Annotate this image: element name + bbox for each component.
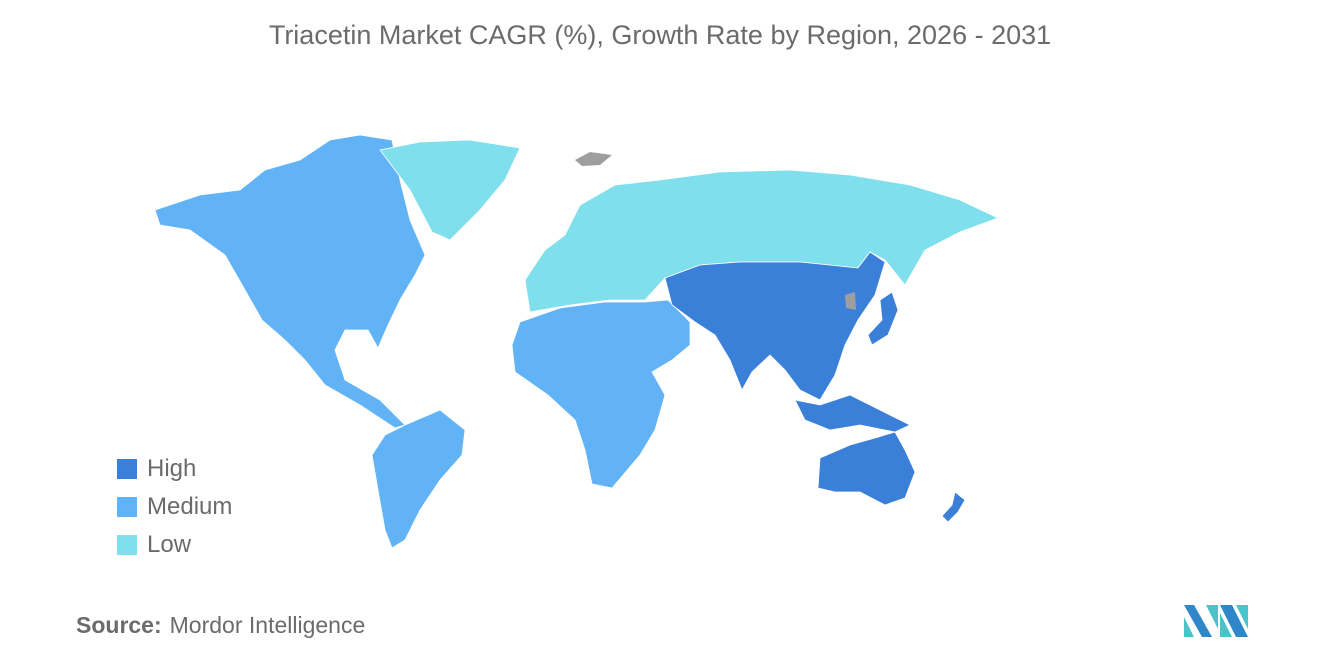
region-svalbard-no-data bbox=[575, 152, 612, 166]
region-southeast-asia-islands bbox=[794, 394, 911, 433]
region-greenland bbox=[379, 139, 521, 241]
mordor-intelligence-logo bbox=[1184, 605, 1248, 637]
legend-label-high: High bbox=[147, 455, 197, 482]
region-north-america bbox=[154, 134, 426, 429]
source-note: Source: Mordor Intelligence bbox=[76, 612, 365, 639]
legend-label-medium: Medium bbox=[147, 493, 233, 520]
region-korea-no-data bbox=[845, 292, 856, 310]
legend-swatch-medium bbox=[117, 497, 137, 517]
source-value: Mordor Intelligence bbox=[169, 612, 366, 638]
source-label: Source: bbox=[76, 612, 162, 638]
legend-item-medium: Medium bbox=[117, 488, 232, 526]
legend-swatch-high bbox=[117, 459, 137, 479]
chart-title: Triacetin Market CAGR (%), Growth Rate b… bbox=[268, 20, 1052, 50]
legend-swatch-low bbox=[117, 535, 137, 555]
region-middle-east-africa bbox=[511, 299, 691, 489]
legend: High Medium Low bbox=[117, 450, 232, 564]
legend-item-high: High bbox=[117, 450, 232, 488]
region-australia bbox=[817, 431, 916, 506]
region-new-zealand bbox=[941, 491, 966, 523]
region-south-america bbox=[371, 409, 466, 549]
region-japan bbox=[867, 291, 899, 346]
legend-item-low: Low bbox=[117, 526, 232, 564]
legend-label-low: Low bbox=[147, 531, 192, 558]
region-asia-pacific bbox=[664, 251, 886, 401]
